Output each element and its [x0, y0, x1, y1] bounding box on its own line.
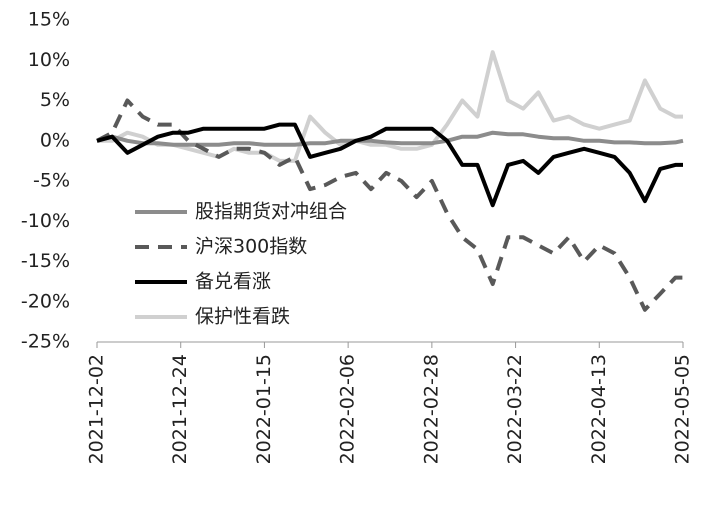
legend-label: 沪深300指数 — [195, 236, 307, 258]
x-tick-label: 2022-02-06 — [337, 354, 359, 464]
x-tick-label: 2022-01-15 — [253, 354, 275, 464]
x-tick-label: 2022-05-05 — [672, 354, 694, 464]
y-tick-label: 10% — [28, 49, 70, 71]
y-tick-label: 15% — [28, 9, 70, 31]
x-tick-label: 2022-03-22 — [504, 354, 526, 464]
y-tick-label: 0% — [40, 129, 70, 151]
y-tick-label: 5% — [40, 89, 70, 111]
legend-label: 股指期货对冲组合 — [195, 201, 347, 223]
legend-label: 备兑看涨 — [195, 271, 271, 293]
x-tick-label: 2022-02-28 — [420, 354, 442, 464]
series-line — [97, 50, 683, 163]
series-line — [96, 122, 683, 208]
x-tick-label: 2021-12-02 — [86, 354, 108, 464]
y-tick-label: -25% — [21, 331, 70, 353]
y-tick-label: -20% — [21, 290, 70, 312]
series-line — [96, 98, 683, 312]
x-tick-label: 2022-04-13 — [588, 354, 610, 464]
y-tick-label: -15% — [21, 250, 70, 272]
x-tick-label: 2021-12-24 — [169, 354, 191, 464]
y-tick-label: -5% — [33, 170, 70, 192]
legend-label: 保护性看跌 — [195, 306, 290, 328]
y-tick-label: -10% — [21, 210, 70, 232]
